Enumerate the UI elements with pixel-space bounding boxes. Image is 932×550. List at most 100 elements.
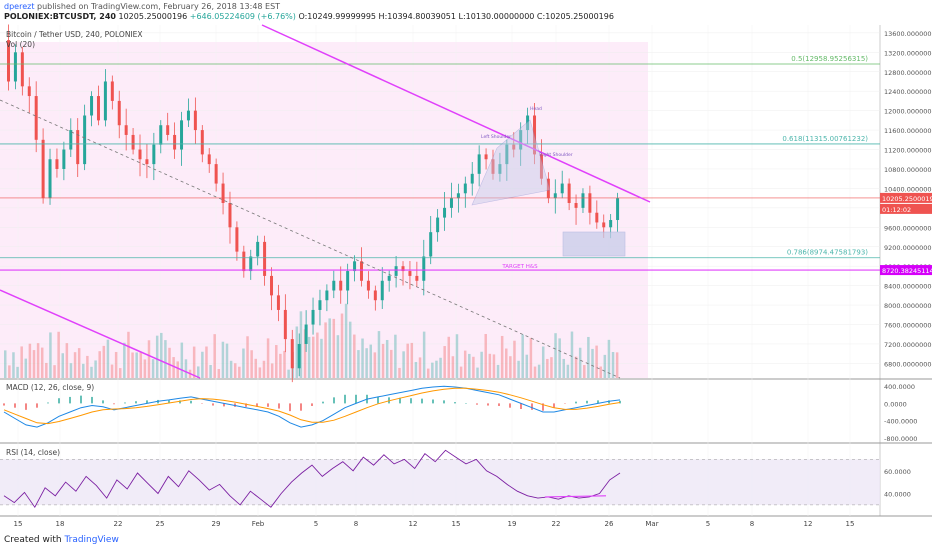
price-tick-label: 8400.00000000 (884, 283, 932, 291)
macd-histogram-bar (47, 402, 49, 404)
volume-bar (147, 340, 151, 378)
volume-bar (36, 343, 40, 378)
volume-bar (381, 343, 385, 378)
volume-bar (131, 352, 134, 378)
candle-body (83, 115, 87, 165)
volume-bar (591, 348, 594, 378)
candle-body (415, 275, 419, 281)
volume-bar (455, 334, 459, 378)
volume-bar (221, 341, 225, 378)
vol-legend: Vol (20) (6, 40, 35, 49)
volume-bar (180, 342, 184, 378)
macd-series: 400.0000 0.0000 -400.0000 -800.0000 (3, 383, 917, 443)
candle-body (96, 96, 100, 121)
macd-histogram-bar (586, 400, 588, 404)
macd-histogram-bar (476, 403, 478, 405)
volume-bar (287, 369, 290, 378)
volume-bar (295, 326, 299, 378)
volume-bar (225, 343, 229, 378)
tradingview-logo[interactable]: TradingView (64, 535, 119, 545)
volume-bar (307, 336, 311, 378)
price-tick-label: 11200.00000000 (884, 147, 932, 155)
macd-histogram-bar (58, 398, 60, 404)
rsi-divergence-line (544, 495, 607, 498)
volume-bar (24, 358, 28, 378)
volume-bar (303, 329, 307, 378)
volume-bar (496, 364, 500, 378)
volume-bar (529, 337, 533, 378)
fib-label: 0.5(12958.95256315) (791, 55, 868, 63)
volume-bar (164, 340, 167, 378)
candle-body (318, 300, 322, 310)
macd-histogram-bar (135, 401, 137, 404)
fib-label: 0.618(11315.00761232) (782, 135, 868, 143)
volume-bar (238, 366, 241, 378)
candle-body (470, 173, 474, 184)
candle-body (553, 193, 557, 199)
volume-bar (209, 364, 212, 378)
footer: Created with TradingView (4, 535, 119, 545)
candle-body (27, 86, 31, 97)
price-tick-label: 12800.00000000 (884, 69, 932, 77)
volume-bar (587, 336, 590, 378)
countdown-badge-bg (880, 203, 932, 214)
volume-bar (45, 362, 48, 378)
candle-body (443, 207, 447, 218)
publish-line: dperezt published on TradingView.com, Fe… (4, 2, 280, 11)
volume-bar (398, 367, 401, 378)
macd-histogram-bar (289, 403, 291, 412)
volume-bar (484, 333, 487, 378)
candle-body (505, 144, 509, 165)
time-tick-label: 8 (354, 520, 358, 528)
price-tick-label: 7600.00000000 (884, 322, 932, 330)
price-tick-label: 13600.00000000 (884, 30, 932, 38)
volume-bar (155, 335, 159, 378)
macd-histogram-bar (531, 403, 533, 410)
volume-bar (476, 367, 479, 378)
time-tick-label: 18 (56, 520, 65, 528)
volume-bar (246, 336, 249, 378)
price-tick-label: 11600.00000000 (884, 127, 932, 135)
candle-body (609, 220, 613, 228)
candle-body (595, 212, 599, 223)
volume-bar (340, 313, 344, 378)
target-label: TARGET H&S (501, 264, 538, 270)
macd-histogram-bar (278, 403, 280, 409)
volume-bar (546, 358, 549, 378)
highlight-zone (0, 42, 648, 378)
volume-bar (426, 368, 430, 378)
volume-bar (570, 331, 574, 378)
volume-bar (65, 343, 69, 378)
volume-bar (414, 361, 418, 378)
macd-histogram-bar (3, 403, 5, 406)
volume-bar (537, 364, 541, 378)
volume-bar (316, 332, 319, 378)
time-tick-label: 22 (114, 520, 123, 528)
volume-bar (176, 361, 179, 378)
macd-histogram-bar (102, 400, 104, 404)
volume-bar (468, 353, 471, 378)
macd-histogram-bar (421, 398, 423, 404)
macd-legend: MACD (12, 26, close, 9) (6, 383, 94, 392)
volume-bar (205, 346, 208, 378)
price-tick-label: 12400.00000000 (884, 88, 932, 96)
candle-body (103, 81, 107, 121)
author-link[interactable]: dperezt (4, 2, 35, 11)
volume-bar (258, 367, 262, 378)
candle-body (131, 134, 135, 150)
candle-body (76, 130, 80, 165)
macd-histogram-bar (498, 403, 500, 406)
candle-body (387, 275, 391, 281)
candle-body (193, 110, 197, 131)
macd-histogram-bar (465, 403, 467, 404)
volume-bar (250, 350, 253, 378)
symbol-name: POLONIEX:BTCUSDT, 240 (4, 12, 116, 21)
volume-bar (8, 365, 11, 378)
candle-body (477, 154, 481, 174)
volume-bar (472, 356, 475, 378)
macd-histogram-bar (553, 403, 555, 408)
candle-body (173, 134, 177, 150)
candle-body (283, 309, 287, 340)
volume-bar (123, 342, 126, 378)
